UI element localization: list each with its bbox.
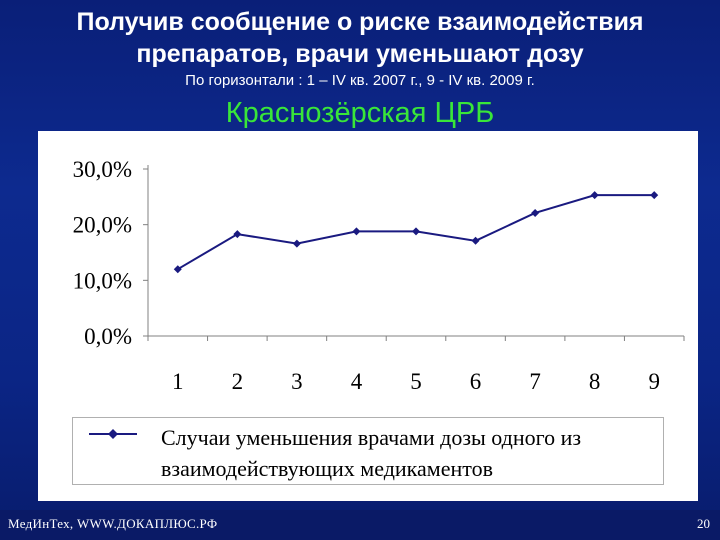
- data-point: [352, 227, 361, 236]
- x-tick-label: 3: [291, 369, 303, 394]
- y-tick-label: 10,0%: [73, 268, 132, 293]
- data-point: [173, 265, 182, 274]
- data-point: [292, 239, 301, 248]
- data-point: [412, 227, 420, 236]
- data-point: [233, 230, 242, 239]
- slide-subtitle: По горизонтали : 1 – IV кв. 2007 г., 9 -…: [185, 72, 535, 89]
- line-chart: 0,0% 10,0% 20,0% 30,0% 1 2 3 4 5 6 7 8 9: [73, 157, 685, 394]
- y-tick-label: 30,0%: [73, 157, 132, 182]
- data-point: [590, 191, 599, 200]
- x-tick-label: 9: [648, 369, 660, 394]
- legend-label: Случаи уменьшения врачами дозы одного из…: [161, 425, 582, 481]
- data-point: [650, 191, 659, 200]
- data-point: [471, 236, 480, 245]
- hospital-name: Краснозёрская ЦРБ: [225, 97, 495, 129]
- x-tick-label: 6: [470, 369, 482, 394]
- legend-marker-icon: [89, 429, 137, 439]
- x-tick-label: 5: [410, 369, 422, 394]
- y-tick-label: 20,0%: [73, 213, 132, 238]
- footer-bar: МедИнТех, WWW.ДОКАПЛЮС.РФ 20: [0, 510, 720, 540]
- x-tick-label: 4: [351, 369, 363, 394]
- x-tick-label: 7: [529, 369, 541, 394]
- chart-legend: Случаи уменьшения врачами дозы одного из…: [72, 417, 664, 485]
- page-number: 20: [697, 516, 710, 531]
- footer-site: МедИнТех, WWW.ДОКАПЛЮС.РФ: [8, 516, 218, 531]
- x-tick-label: 1: [172, 369, 184, 394]
- y-tick-label: 0,0%: [84, 324, 132, 349]
- slide-title: Получив сообщение о риске взаимодействия…: [76, 8, 644, 68]
- chart-panel: 0,0% 10,0% 20,0% 30,0% 1 2 3 4 5 6 7 8 9 Случаи умен…: [38, 131, 698, 501]
- data-point: [531, 208, 540, 217]
- x-tick-label: 8: [589, 369, 601, 394]
- x-tick-label: 2: [232, 369, 244, 394]
